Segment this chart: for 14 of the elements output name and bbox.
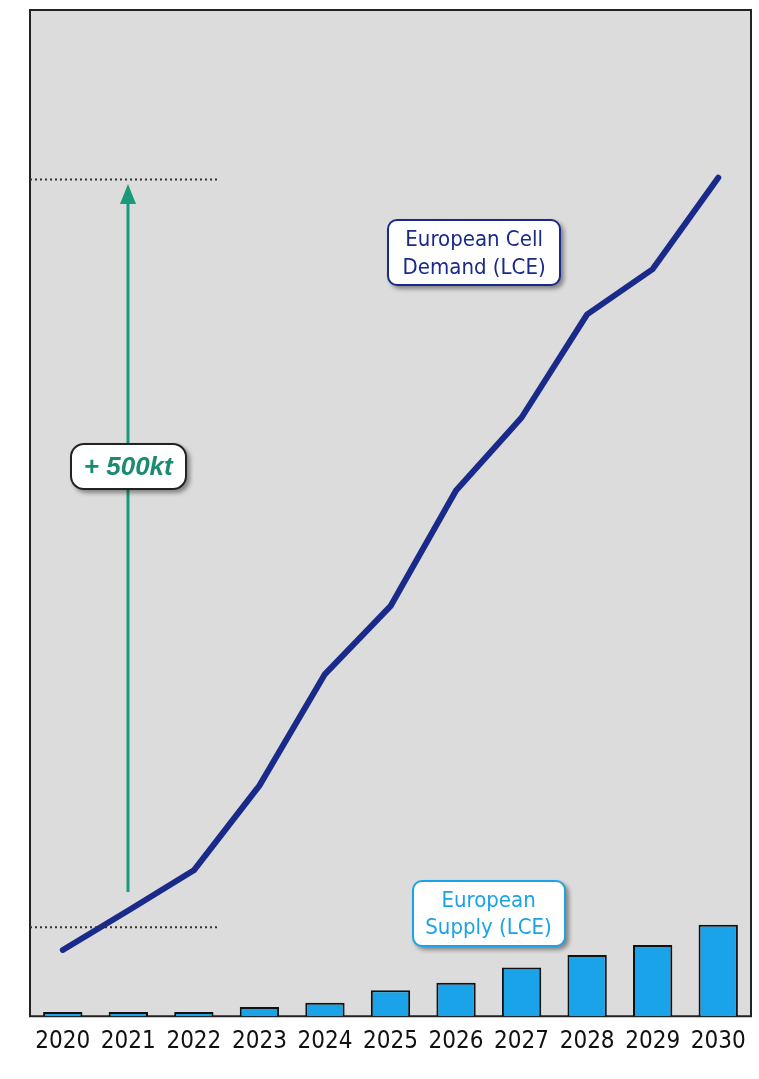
x-tick-label: 2024	[297, 1025, 353, 1054]
x-tick-label: 2030	[690, 1025, 746, 1054]
x-tick-label: 2025	[363, 1025, 418, 1054]
x-tick-label: 2021	[100, 1025, 156, 1054]
x-tick-label: 2023	[231, 1025, 287, 1054]
x-tick-label: 2027	[494, 1025, 550, 1054]
x-tick-label: 2028	[559, 1025, 615, 1054]
text: European Cell Demand (LCE)	[387, 219, 562, 287]
x-tick-label: 2020	[35, 1025, 91, 1054]
series-label: European Supply (LCE)	[411, 879, 566, 947]
x-tick-label: 2022	[166, 1025, 222, 1054]
annotation: + 500kt	[69, 443, 187, 491]
x-tick-label: 2026	[428, 1025, 484, 1054]
x-tick-label: 2029	[625, 1025, 681, 1054]
